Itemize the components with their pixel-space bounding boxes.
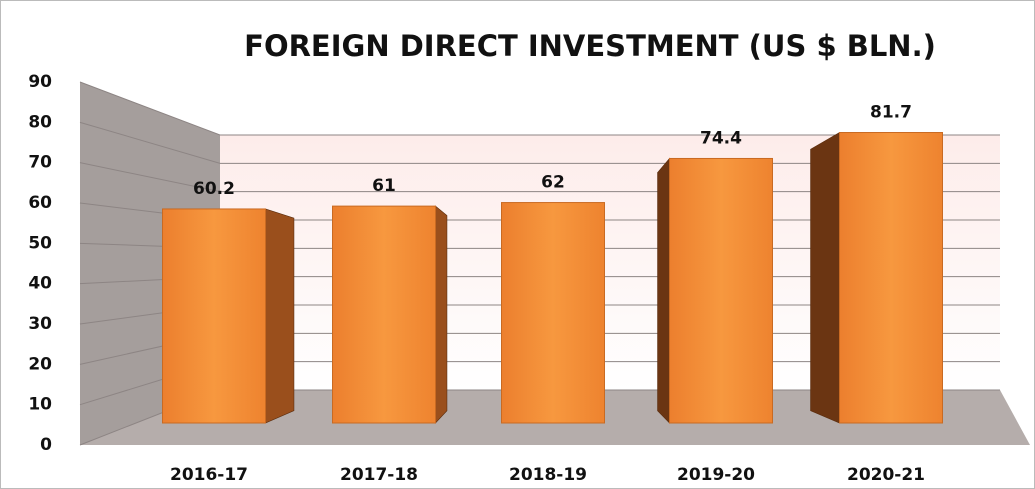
x-tick-label: 2020-21 bbox=[847, 465, 925, 485]
y-tick-label: 80 bbox=[28, 112, 52, 132]
data-label: 60.2 bbox=[193, 179, 235, 199]
y-tick-label: 40 bbox=[28, 274, 52, 294]
x-tick-label: 2018-19 bbox=[509, 465, 587, 485]
y-tick-label: 50 bbox=[28, 233, 52, 253]
x-tick-label: 2017-18 bbox=[340, 465, 418, 485]
bar bbox=[162, 208, 266, 424]
data-label: 81.7 bbox=[870, 103, 912, 123]
grid-line bbox=[79, 81, 1000, 136]
data-label: 61 bbox=[372, 176, 396, 196]
bar-side bbox=[265, 208, 295, 424]
bar bbox=[839, 132, 943, 424]
y-tick-label: 0 bbox=[40, 435, 52, 455]
y-tick-label: 90 bbox=[28, 72, 52, 92]
bar-side bbox=[435, 205, 448, 424]
x-tick-label: 2016-17 bbox=[170, 465, 248, 485]
y-tick-label: 20 bbox=[28, 354, 52, 374]
y-tick-label: 60 bbox=[28, 193, 52, 213]
data-label: 74.4 bbox=[700, 128, 742, 148]
x-tick-label: 2019-20 bbox=[677, 465, 755, 485]
y-tick-label: 70 bbox=[28, 153, 52, 173]
bar-side bbox=[810, 131, 840, 424]
bar bbox=[332, 205, 436, 424]
chart-title: FOREIGN DIRECT INVESTMENT (US $ BLN.) bbox=[244, 29, 936, 63]
y-tick-label: 10 bbox=[28, 395, 52, 415]
bar bbox=[669, 157, 773, 424]
bar-side bbox=[657, 157, 670, 424]
bar bbox=[501, 202, 605, 424]
data-label: 62 bbox=[541, 173, 565, 193]
y-tick-label: 30 bbox=[28, 314, 52, 334]
